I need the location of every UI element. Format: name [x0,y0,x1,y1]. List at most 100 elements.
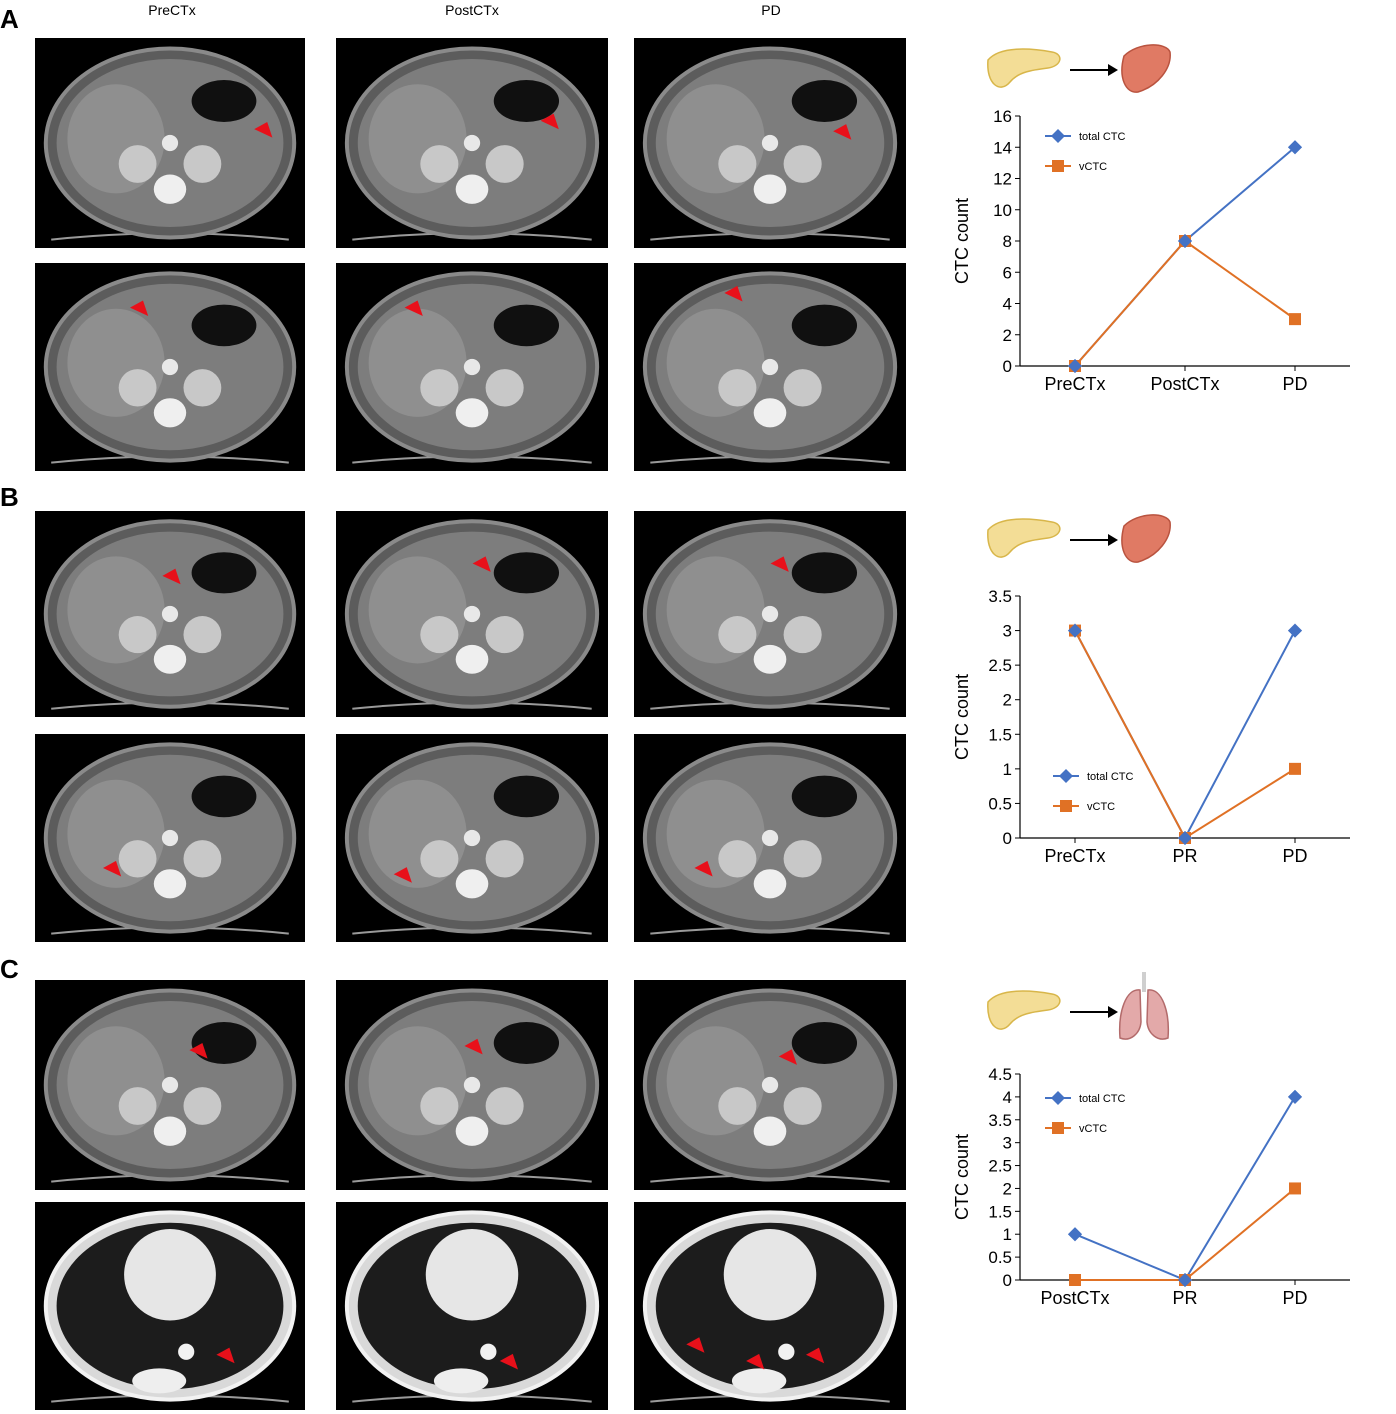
arrow-right-icon [1070,1006,1118,1018]
abdominal-ct-image [634,980,906,1190]
total-ctc-point [1068,359,1082,373]
y-tick-label: 16 [993,107,1012,126]
total-ctc-point [1288,140,1302,155]
arrowhead-marker [833,124,852,140]
total-ctc-point [1288,1089,1302,1104]
legend-marker-square [1052,160,1064,172]
chest-ct-image [336,1202,608,1410]
arrowhead-marker [770,556,789,572]
legend-label: vCTC [1079,161,1107,173]
total-ctc-point [1178,234,1192,248]
organ-illustration-b [982,508,1172,568]
y-tick-label: 3.5 [988,587,1012,606]
arrowhead-marker [472,556,491,572]
arrowhead-marker [778,1049,797,1065]
series-line-vctc [1075,1187,1296,1281]
abdominal-ct-image [634,734,906,942]
y-tick-label: 3 [1003,1134,1012,1153]
vctc-point [1289,313,1301,326]
panel-letter-b: B [0,482,19,512]
y-tick-label: 2.5 [988,1157,1012,1176]
y-tick-label: 4 [1003,295,1012,314]
arrowhead-marker [694,860,713,877]
legend-marker-diamond [1051,129,1065,143]
chest-ct-image [634,1202,906,1410]
arrowhead-marker [724,285,743,302]
legend-label: total CTC [1079,1093,1126,1105]
legend-label: vCTC [1079,1123,1107,1135]
abdominal-ct-image [35,38,305,248]
legend-marker-diamond [1059,769,1073,783]
arrowhead-marker [130,300,149,317]
y-tick-label: 0.5 [988,794,1012,813]
column-header-prectx: PreCTx [148,2,196,18]
x-tick-label: PD [1282,1288,1307,1308]
y-axis-label: CTC count [952,198,972,284]
lung-icon [1118,972,1170,1040]
total-ctc-point [1178,1273,1192,1287]
abdominal-ct-image [336,38,608,248]
y-tick-label: 0 [1003,1271,1012,1290]
y-tick-label: 1.5 [988,1202,1012,1221]
y-tick-label: 0 [1003,357,1012,376]
arrowhead-marker [162,568,181,585]
arrowhead-marker [254,122,273,138]
chart-panel-b: 0 0.5 1 1.5 2 2.5 3 3.5 PreCTx PR PD CTC count total… [945,582,1385,882]
legend-label: total CTC [1079,131,1126,143]
y-tick-label: 2.5 [988,656,1012,675]
pancreas-icon [987,990,1061,1030]
arrow-right-icon [1070,64,1118,76]
x-tick-label: PD [1282,846,1307,866]
abdominal-ct-image [634,263,906,471]
arrowhead-marker [216,1347,235,1364]
y-tick-label: 0 [1003,829,1012,848]
y-axis-label: CTC count [952,674,972,760]
legend-marker-square [1060,800,1072,812]
legend-label: vCTC [1087,801,1115,813]
organ-illustration-a [982,38,1172,98]
series-line-total-ctc [1074,1096,1296,1282]
abdominal-ct-image [35,734,305,942]
legend-label: total CTC [1087,771,1134,783]
arrow-right-icon [1070,534,1118,546]
column-header-postctx: PostCTx [445,2,499,18]
abdominal-ct-image [35,511,305,717]
y-tick-label: 3.5 [988,1111,1012,1130]
x-tick-label: PreCTx [1044,846,1105,866]
y-tick-label: 1.5 [988,725,1012,744]
x-tick-label: PR [1172,1288,1197,1308]
y-tick-label: 6 [1003,263,1012,282]
abdominal-ct-image [336,263,608,471]
y-axis-label: CTC count [952,1134,972,1220]
y-tick-label: 4.5 [988,1065,1012,1084]
total-ctc-point [1068,1227,1082,1242]
abdominal-ct-image [336,734,608,942]
chest-ct-image [35,1202,305,1410]
vctc-point [1069,1274,1081,1286]
arrowhead-marker [103,860,122,877]
arrowhead-marker [805,1347,825,1364]
pancreas-icon [987,518,1061,558]
vctc-point [1289,762,1301,775]
x-tick-label: PD [1282,374,1307,394]
arrowhead-marker [746,1353,765,1370]
chart-panel-a: 0 2 4 6 8 10 12 14 16 PreCTx PostCTx PD CTC count tot… [945,104,1385,404]
y-tick-label: 2 [1003,326,1012,345]
y-tick-label: 14 [993,138,1012,157]
arrowhead-marker [686,1337,705,1353]
y-tick-label: 3 [1003,622,1012,641]
chart-panel-c: 0 0.5 1 1.5 2 2.5 3 3.5 4 4.5 PostCTx PR PD CTC count… [945,1062,1385,1312]
organ-illustration-c [982,972,1172,1044]
pancreas-icon [987,48,1061,88]
abdominal-ct-image [634,511,906,717]
abdominal-ct-image [336,511,608,717]
y-tick-label: 12 [993,170,1012,189]
y-tick-label: 8 [1003,232,1012,251]
vctc-point [1289,1182,1301,1195]
abdominal-ct-image [35,263,305,471]
abdominal-ct-image [634,38,906,248]
liver-icon [1121,44,1171,93]
liver-icon [1121,514,1171,563]
total-ctc-point [1178,831,1192,845]
legend-marker-square [1052,1122,1064,1134]
